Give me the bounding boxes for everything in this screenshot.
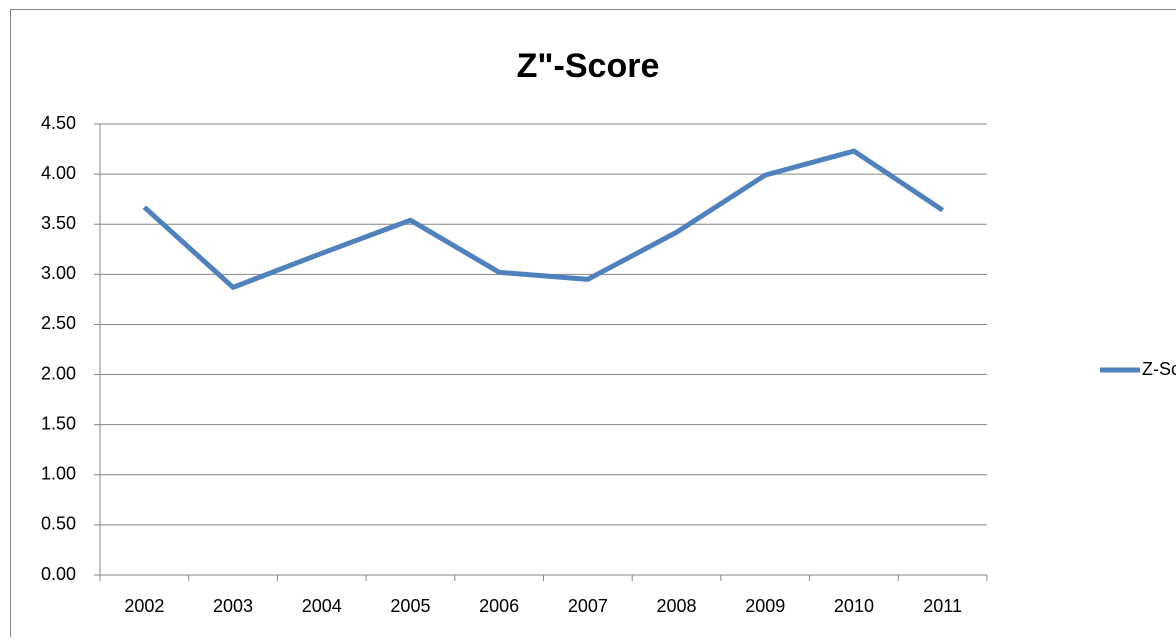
y-tick-label: 0.50 — [41, 514, 76, 534]
x-tick-label: 2011 — [923, 596, 962, 616]
legend-label: Z-Score — [1142, 359, 1176, 379]
x-tick-label: 2008 — [657, 596, 697, 616]
x-tick-label: 2007 — [568, 596, 608, 616]
x-tick-label: 2004 — [302, 596, 342, 616]
y-tick-label: 4.50 — [41, 113, 76, 133]
chart-title: Z"-Score — [517, 47, 660, 85]
y-tick-label: 1.00 — [41, 464, 76, 484]
y-tick-label: 1.50 — [41, 413, 76, 433]
y-tick-label: 2.50 — [41, 313, 76, 333]
x-tick-label: 2005 — [390, 596, 430, 616]
y-tick-label: 3.50 — [41, 213, 76, 233]
x-tick-label: 2006 — [479, 596, 519, 616]
chart-border — [11, 10, 1176, 638]
x-tick-label: 2009 — [745, 596, 785, 616]
y-tick-label: 3.00 — [41, 263, 76, 283]
y-tick-label: 0.00 — [41, 564, 76, 584]
x-tick-label: 2002 — [124, 596, 164, 616]
x-tick-label: 2003 — [213, 596, 253, 616]
x-tick-label: 2010 — [834, 596, 874, 616]
y-tick-label: 4.00 — [41, 163, 76, 183]
y-tick-label: 2.00 — [41, 363, 76, 383]
